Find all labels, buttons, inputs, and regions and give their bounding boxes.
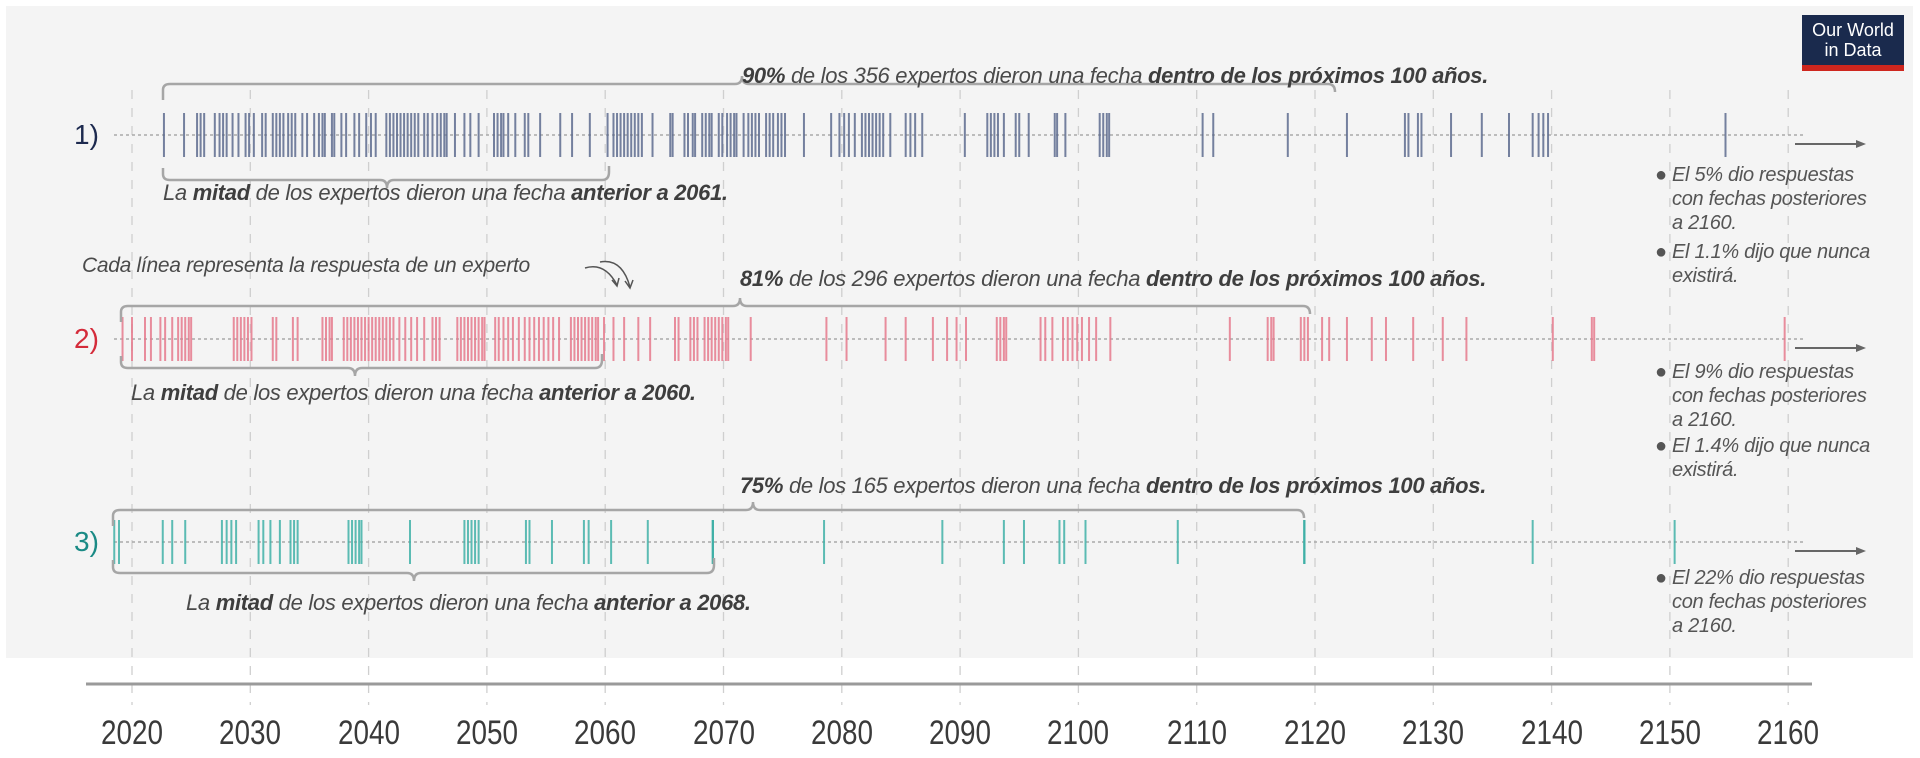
gridlines bbox=[131, 90, 1789, 705]
row1-bottom-annotation: La mitad de los expertos dieron una fech… bbox=[163, 180, 728, 205]
x-tick-label: 2120 bbox=[1283, 714, 1347, 752]
callout-arrow-icon bbox=[599, 260, 631, 288]
x-tick-label: 2080 bbox=[810, 714, 873, 752]
row2-note-never: ● El 1.4% dijo que nunca existirá. bbox=[1655, 435, 1870, 481]
row1-note-never: ● El 1.1% dijo que nunca existirá. bbox=[1655, 241, 1870, 287]
row3-top-annotation: 75% de los 165 expertos dieron una fecha… bbox=[740, 473, 1487, 498]
x-tick-label: 2100 bbox=[1047, 714, 1110, 752]
x-tick-label: 2030 bbox=[219, 714, 282, 752]
row3-bottom-annotation: La mitad de los expertos dieron una fech… bbox=[186, 590, 751, 615]
x-tick-label: 2150 bbox=[1638, 714, 1701, 752]
row2-top-bracket bbox=[119, 297, 1312, 322]
arrowhead-icon bbox=[1856, 344, 1866, 352]
x-tick-label: 2060 bbox=[574, 714, 637, 752]
row2-bottom-bracket bbox=[119, 354, 604, 377]
x-tick-label: 2070 bbox=[692, 714, 755, 752]
bullet-icon: ● bbox=[1655, 567, 1667, 589]
logo-line-1: Our World bbox=[1812, 20, 1894, 40]
row1-bottom-bracket bbox=[161, 166, 611, 189]
row3-note-later: ● El 22% dio respuestas con fechas posteri… bbox=[1655, 567, 1867, 637]
row2-top-annotation: 81% de los 296 expertos dieron una fecha… bbox=[740, 266, 1487, 291]
bullet-icon: ● bbox=[1655, 361, 1667, 383]
x-tick-label: 2110 bbox=[1166, 714, 1227, 752]
x-tick-label: 2090 bbox=[929, 714, 992, 752]
row3-top-bracket bbox=[111, 501, 1306, 526]
row-label-2: 2) bbox=[74, 323, 99, 354]
callout-arrows bbox=[584, 260, 634, 290]
bullet-icon: ● bbox=[1655, 241, 1667, 263]
brackets bbox=[111, 75, 1337, 582]
row1-top-annotation: 90% de los 356 expertos dieron una fecha… bbox=[742, 63, 1489, 88]
x-tick-label: 2040 bbox=[337, 714, 400, 752]
bullet-icon: ● bbox=[1655, 164, 1667, 186]
x-tick-label: 2130 bbox=[1402, 714, 1465, 752]
row-label-1: 1) bbox=[74, 119, 99, 150]
x-tick-label: 2050 bbox=[455, 714, 518, 752]
row1-top-bracket bbox=[161, 75, 1337, 100]
owid-logo[interactable]: Our World in Data bbox=[1802, 15, 1904, 71]
logo-line-2: in Data bbox=[1824, 40, 1882, 60]
bullet-icon: ● bbox=[1655, 435, 1667, 457]
callout-text: Cada línea representa la respuesta de un… bbox=[82, 254, 530, 277]
x-tick-label: 2140 bbox=[1520, 714, 1583, 752]
arrowhead-icon bbox=[1856, 140, 1866, 148]
callout-arrow-icon bbox=[584, 266, 618, 286]
row3-bottom-bracket bbox=[111, 558, 716, 582]
row2-bottom-annotation: La mitad de los expertos dieron una fech… bbox=[131, 380, 696, 405]
continuation-arrows bbox=[1795, 140, 1866, 555]
logo-red-bar bbox=[1802, 65, 1904, 71]
x-tick-label: 2160 bbox=[1757, 714, 1820, 752]
row2-note-later: ● El 9% dio respuestas con fechas posterio… bbox=[1655, 361, 1867, 431]
x-tick-label: 2020 bbox=[100, 714, 164, 752]
arrowhead-icon bbox=[1856, 547, 1866, 555]
row1-note-later: ● El 5% dio respuestas con fechas posterio… bbox=[1655, 164, 1867, 234]
row-label-3: 3) bbox=[74, 526, 99, 557]
response-marks bbox=[113, 113, 1786, 564]
